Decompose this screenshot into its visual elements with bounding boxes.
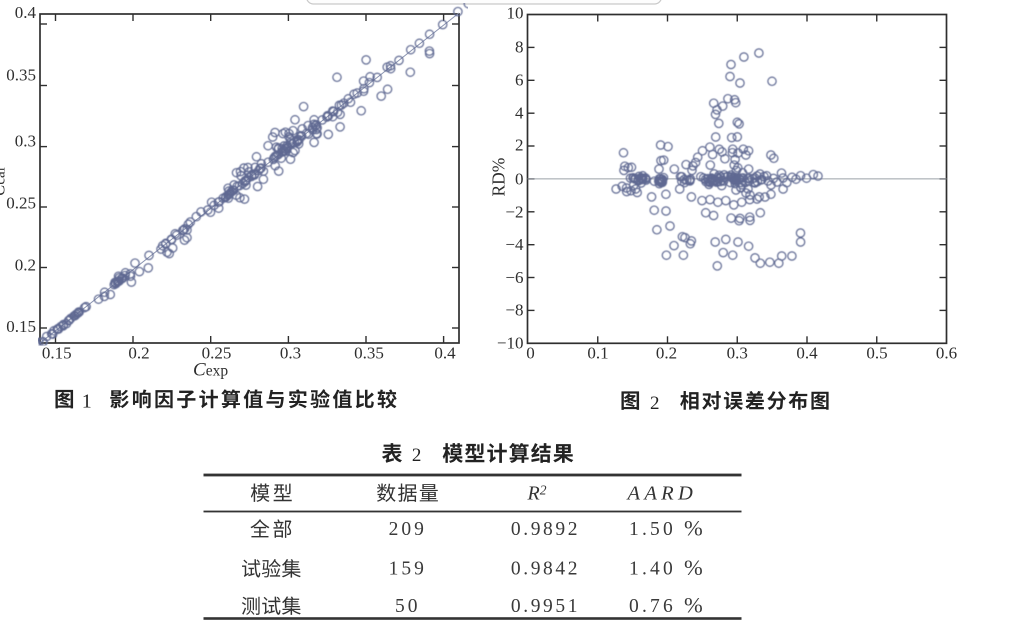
svg-text:1.40: 1.40: [629, 559, 676, 580]
svg-text:0.4: 0.4: [796, 344, 818, 363]
svg-text:209: 209: [389, 519, 427, 540]
svg-text:2: 2: [412, 445, 422, 466]
svg-text:4: 4: [515, 104, 524, 123]
svg-text:0.15: 0.15: [6, 317, 36, 336]
svg-text:0: 0: [515, 169, 524, 188]
svg-text:%: %: [684, 555, 703, 580]
svg-text:%: %: [684, 515, 703, 540]
svg-text:%: %: [684, 592, 703, 617]
svg-text:0.35: 0.35: [354, 344, 384, 363]
svg-text:0.9951: 0.9951: [511, 596, 580, 617]
svg-text:2: 2: [650, 393, 660, 414]
svg-text:0.25: 0.25: [202, 344, 232, 363]
svg-text:0.4: 0.4: [15, 3, 37, 22]
svg-text:0.5: 0.5: [866, 344, 887, 363]
svg-text:6: 6: [515, 71, 524, 90]
svg-text:10: 10: [507, 3, 524, 22]
svg-text:1: 1: [82, 391, 92, 413]
svg-text:0.35: 0.35: [6, 65, 36, 84]
svg-text:−10: −10: [497, 334, 524, 353]
svg-text:0: 0: [526, 344, 535, 363]
svg-text:0.9892: 0.9892: [511, 519, 580, 540]
svg-text:0.2: 0.2: [15, 255, 36, 274]
svg-text:2: 2: [515, 136, 524, 155]
svg-text:−2: −2: [505, 202, 523, 221]
svg-text:0.3: 0.3: [15, 131, 36, 150]
svg-text:0.9842: 0.9842: [511, 559, 580, 580]
svg-text:0.15: 0.15: [42, 344, 72, 363]
svg-text:−4: −4: [505, 235, 524, 254]
svg-text:−8: −8: [505, 301, 523, 320]
svg-text:0.1: 0.1: [587, 344, 608, 363]
svg-text:0.3: 0.3: [280, 344, 301, 363]
svg-text:50: 50: [395, 596, 421, 617]
svg-text:Ccal: Ccal: [0, 167, 9, 196]
svg-text:0.2: 0.2: [128, 344, 149, 363]
svg-text:1.50: 1.50: [629, 519, 676, 540]
svg-text:−6: −6: [505, 268, 523, 287]
svg-text:159: 159: [389, 559, 427, 580]
svg-text:Cexp: Cexp: [193, 360, 228, 381]
svg-text:AARD: AARD: [626, 483, 698, 505]
svg-text:0.3: 0.3: [727, 344, 748, 363]
svg-text:0.4: 0.4: [434, 344, 456, 363]
svg-text:0.25: 0.25: [6, 193, 36, 212]
svg-text:0.6: 0.6: [936, 344, 957, 363]
svg-text:RD%: RD%: [489, 158, 509, 197]
svg-text:8: 8: [515, 38, 524, 57]
svg-text:0.76: 0.76: [629, 596, 676, 617]
svg-text:0.2: 0.2: [656, 344, 677, 363]
